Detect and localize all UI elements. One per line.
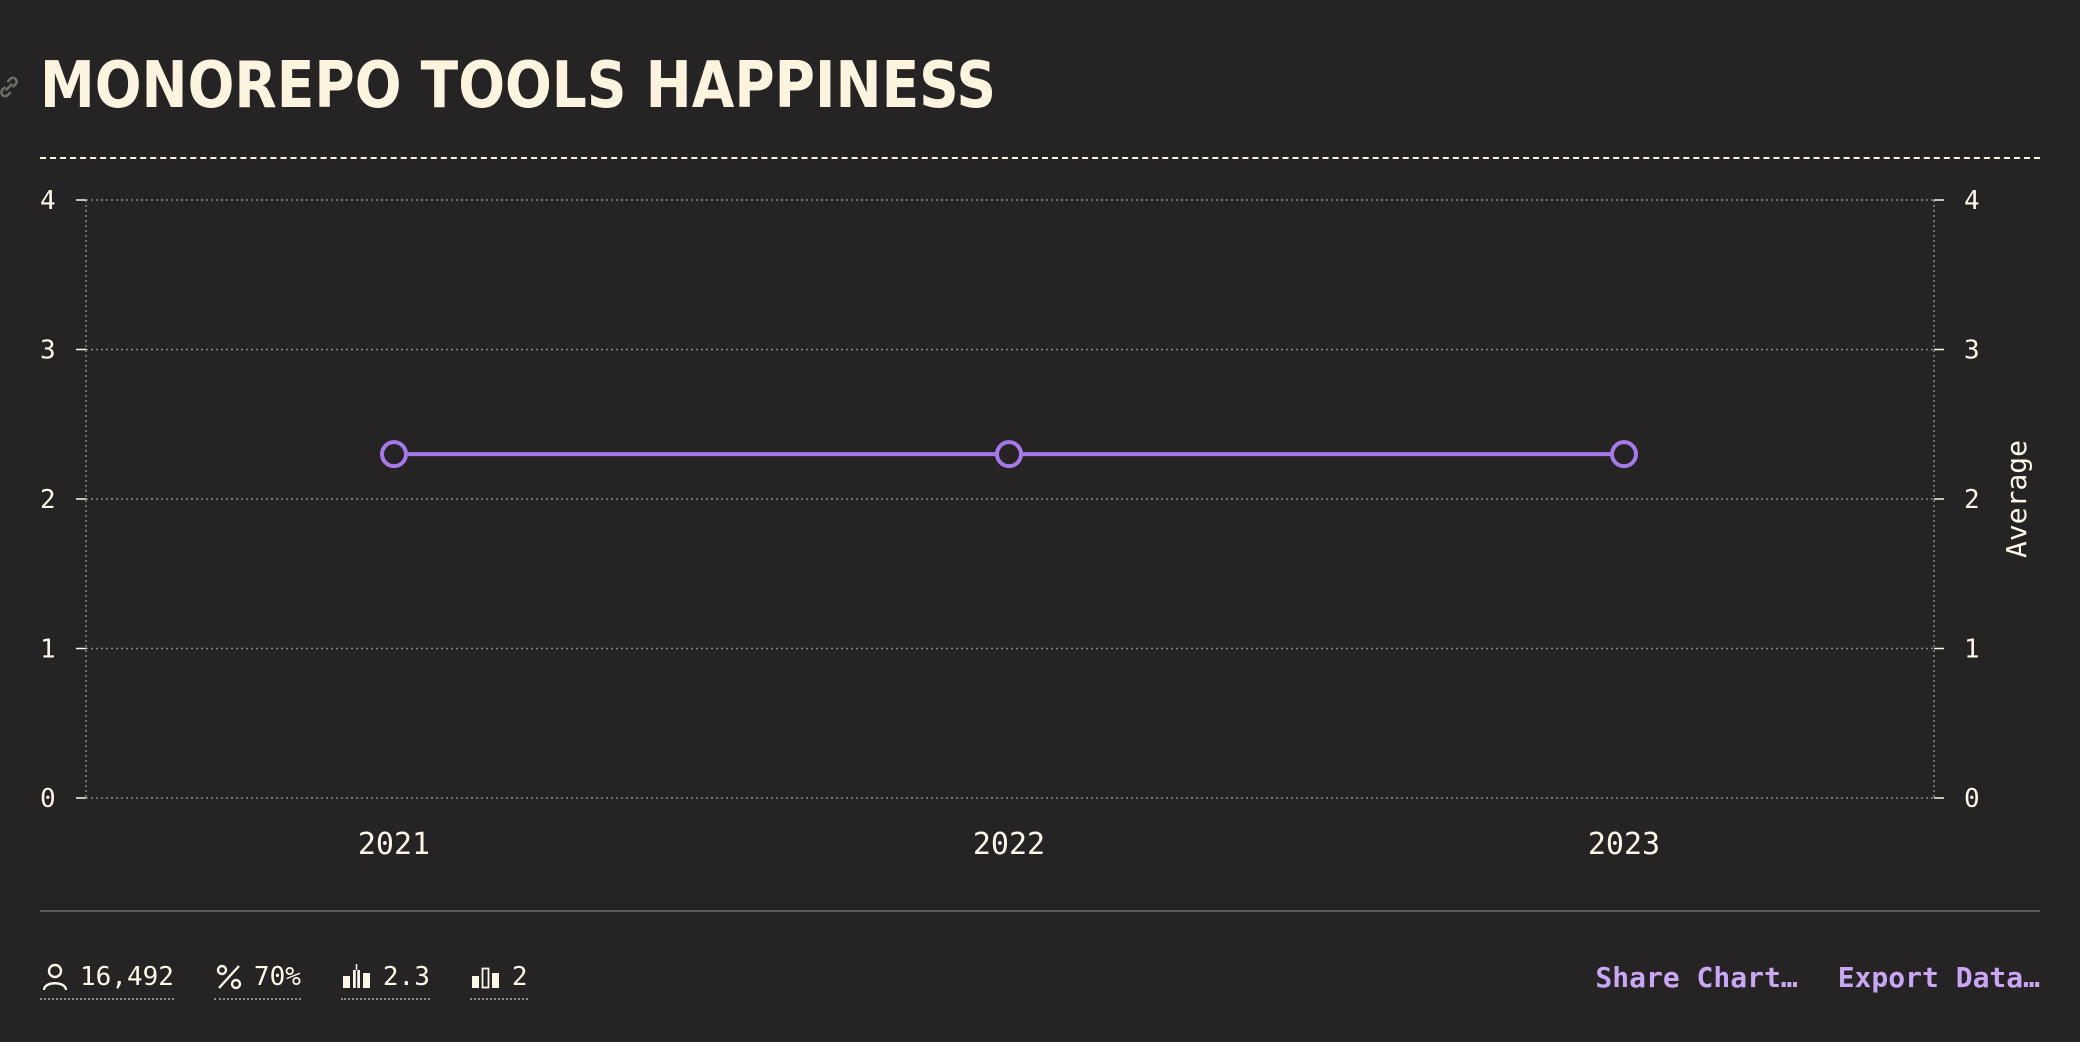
y-tick-label-right: 2	[1964, 485, 1980, 515]
y-axis-title: Average	[2000, 440, 2033, 558]
chart-actions: Share Chart… Export Data…	[1595, 958, 2040, 998]
x-tick-label: 2022	[973, 827, 1045, 862]
title-divider	[40, 157, 2040, 159]
page-title: Monorepo Tools Happiness	[40, 49, 996, 123]
share-chart-button[interactable]: Share Chart…	[1595, 961, 1798, 994]
average-bars-icon	[342, 964, 370, 990]
average-value: 2.3	[382, 962, 430, 992]
percentage-value: 70%	[253, 962, 301, 992]
data-point[interactable]	[1610, 440, 1638, 469]
y-tick-label-left: 4	[40, 186, 56, 216]
export-data-button[interactable]: Export Data…	[1837, 961, 2040, 994]
line-chart: 0 0 1 1 2 2 3 3 4 4 Average 2021 2022 2023	[40, 186, 2033, 862]
y-tick-label-right: 4	[1964, 186, 1980, 216]
link-icon[interactable]	[0, 72, 24, 102]
respondents-value: 16,492	[80, 962, 174, 992]
x-tick-label: 2023	[1588, 827, 1660, 862]
y-tick-label-left: 0	[40, 784, 56, 814]
percentage-stat[interactable]: 70%	[213, 956, 301, 1000]
stats-bar: 16,492 70% 2.3 2	[40, 956, 528, 1000]
y-tick-label-left: 3	[40, 336, 56, 366]
median-value: 2	[511, 962, 528, 992]
y-tick-label-left: 1	[40, 635, 56, 665]
respondents-stat[interactable]: 16,492	[40, 956, 174, 1000]
median-bars-icon	[471, 967, 499, 989]
y-tick-label-right: 0	[1964, 784, 1980, 814]
y-tick-label-right: 1	[1964, 635, 1980, 665]
person-icon	[42, 963, 68, 991]
percent-icon	[216, 964, 242, 990]
average-stat[interactable]: 2.3	[340, 956, 430, 1000]
footer-divider	[40, 910, 2040, 912]
data-point[interactable]	[995, 440, 1023, 469]
y-tick-label-right: 3	[1964, 336, 1980, 366]
data-point[interactable]	[380, 440, 408, 469]
median-stat[interactable]: 2	[469, 956, 528, 1000]
x-tick-label: 2021	[358, 827, 430, 862]
y-tick-label-left: 2	[40, 485, 56, 515]
